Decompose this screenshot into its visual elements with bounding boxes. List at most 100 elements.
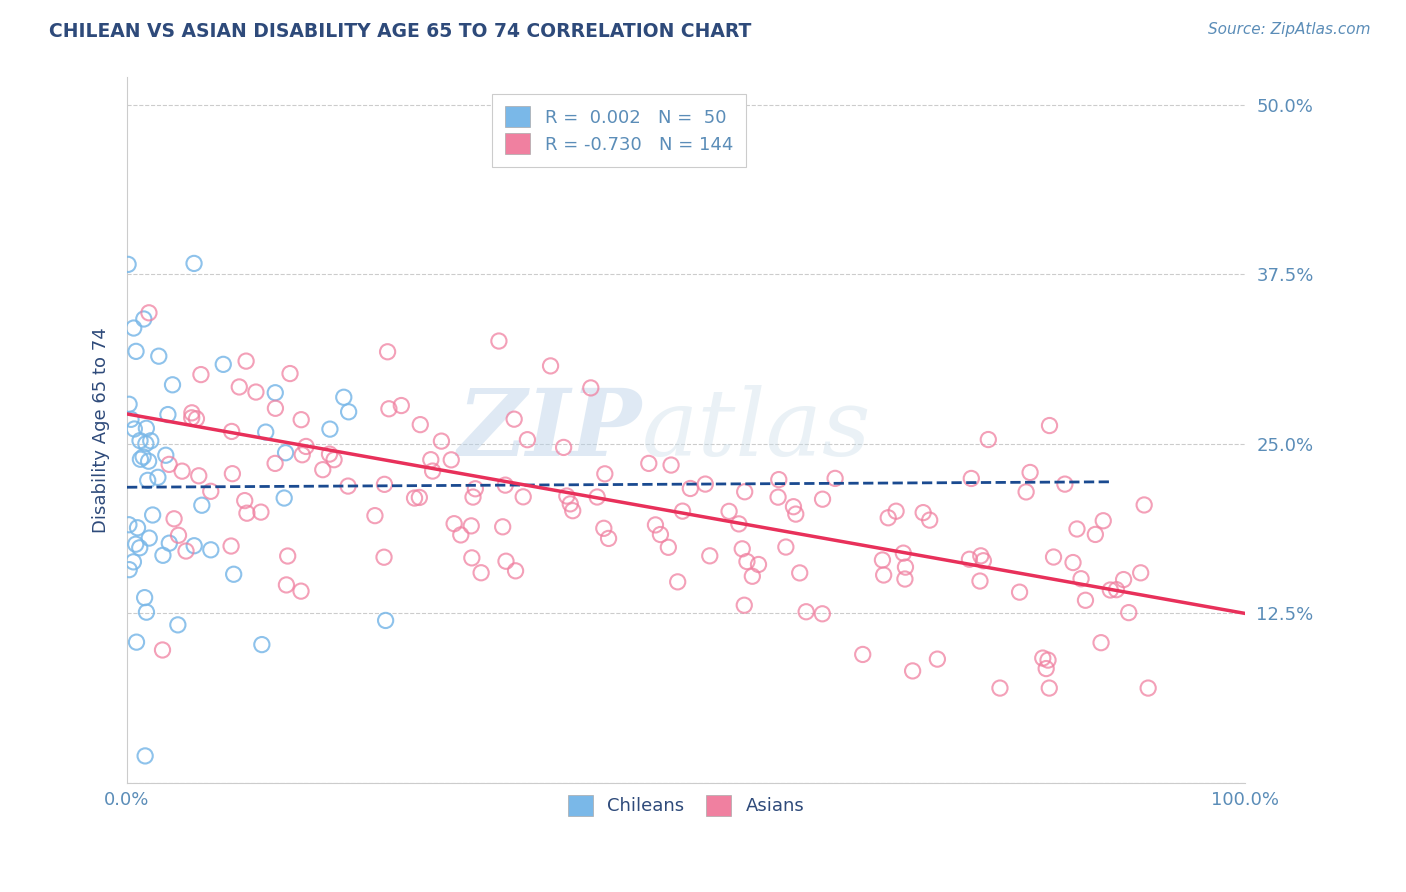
Point (741, 569, 763, 583)
Point (264, 457, 287, 471)
Point (1038, 681, 1060, 695)
Point (337, 405, 360, 419)
Point (132, 312, 155, 326)
Point (1070, 572, 1092, 586)
Point (183, 256, 205, 270)
Point (789, 566, 811, 580)
Point (118, 517, 141, 532)
Point (1019, 466, 1042, 480)
Text: Source: ZipAtlas.com: Source: ZipAtlas.com (1208, 22, 1371, 37)
Point (148, 349, 170, 363)
Point (775, 540, 797, 554)
Point (374, 614, 396, 628)
Point (977, 433, 1000, 447)
Legend: Chileans, Asians: Chileans, Asians (558, 786, 814, 825)
Point (138, 454, 160, 468)
Point (877, 510, 900, 524)
Point (125, 344, 148, 359)
Point (733, 599, 755, 613)
Point (138, 531, 160, 545)
Point (637, 457, 659, 471)
Point (291, 448, 314, 462)
Point (233, 493, 256, 508)
Point (200, 484, 222, 499)
Point (337, 479, 360, 493)
Point (180, 410, 202, 425)
Point (1036, 653, 1059, 667)
Point (163, 512, 186, 526)
Point (174, 544, 197, 558)
Point (409, 417, 432, 432)
Point (728, 516, 751, 531)
Point (250, 505, 273, 519)
Point (254, 425, 277, 439)
Point (894, 560, 917, 574)
Point (134, 591, 156, 605)
Point (1066, 522, 1088, 536)
Point (657, 541, 679, 555)
Point (488, 334, 510, 348)
Point (695, 477, 717, 491)
Point (505, 564, 527, 578)
Point (970, 549, 993, 563)
Point (492, 520, 515, 534)
Point (135, 605, 157, 619)
Point (120, 412, 142, 426)
Point (891, 546, 914, 560)
Point (389, 399, 412, 413)
Point (187, 468, 209, 483)
Point (1062, 556, 1084, 570)
Point (666, 574, 689, 589)
Point (461, 490, 484, 504)
Point (377, 344, 399, 359)
Point (128, 541, 150, 555)
Point (319, 422, 342, 436)
Point (136, 474, 159, 488)
Point (408, 491, 430, 505)
Point (157, 458, 180, 472)
Point (118, 563, 141, 577)
Point (785, 507, 807, 521)
Point (152, 549, 174, 563)
Point (422, 464, 444, 478)
Point (124, 422, 146, 436)
Point (1137, 681, 1160, 695)
Point (245, 385, 267, 400)
Point (273, 491, 295, 505)
Point (735, 555, 758, 569)
Point (470, 566, 492, 580)
Text: atlas: atlas (641, 385, 870, 475)
Point (122, 555, 145, 569)
Point (212, 357, 235, 371)
Point (1015, 484, 1038, 499)
Point (183, 539, 205, 553)
Point (592, 521, 614, 535)
Point (364, 508, 387, 523)
Point (1032, 651, 1054, 665)
Point (1112, 573, 1135, 587)
Point (731, 541, 754, 556)
Point (1090, 636, 1112, 650)
Point (461, 550, 484, 565)
Point (191, 498, 214, 512)
Point (443, 516, 465, 531)
Point (236, 506, 259, 520)
Point (156, 408, 179, 422)
Point (927, 652, 949, 666)
Point (560, 497, 582, 511)
Point (766, 490, 789, 504)
Point (278, 367, 301, 381)
Point (373, 550, 395, 565)
Point (180, 406, 202, 420)
Point (782, 500, 804, 514)
Point (127, 521, 149, 535)
Point (718, 504, 741, 518)
Point (1133, 498, 1156, 512)
Point (323, 452, 346, 467)
Point (1042, 549, 1064, 564)
Point (162, 377, 184, 392)
Point (129, 452, 152, 467)
Point (264, 385, 287, 400)
Point (495, 554, 517, 568)
Point (512, 490, 534, 504)
